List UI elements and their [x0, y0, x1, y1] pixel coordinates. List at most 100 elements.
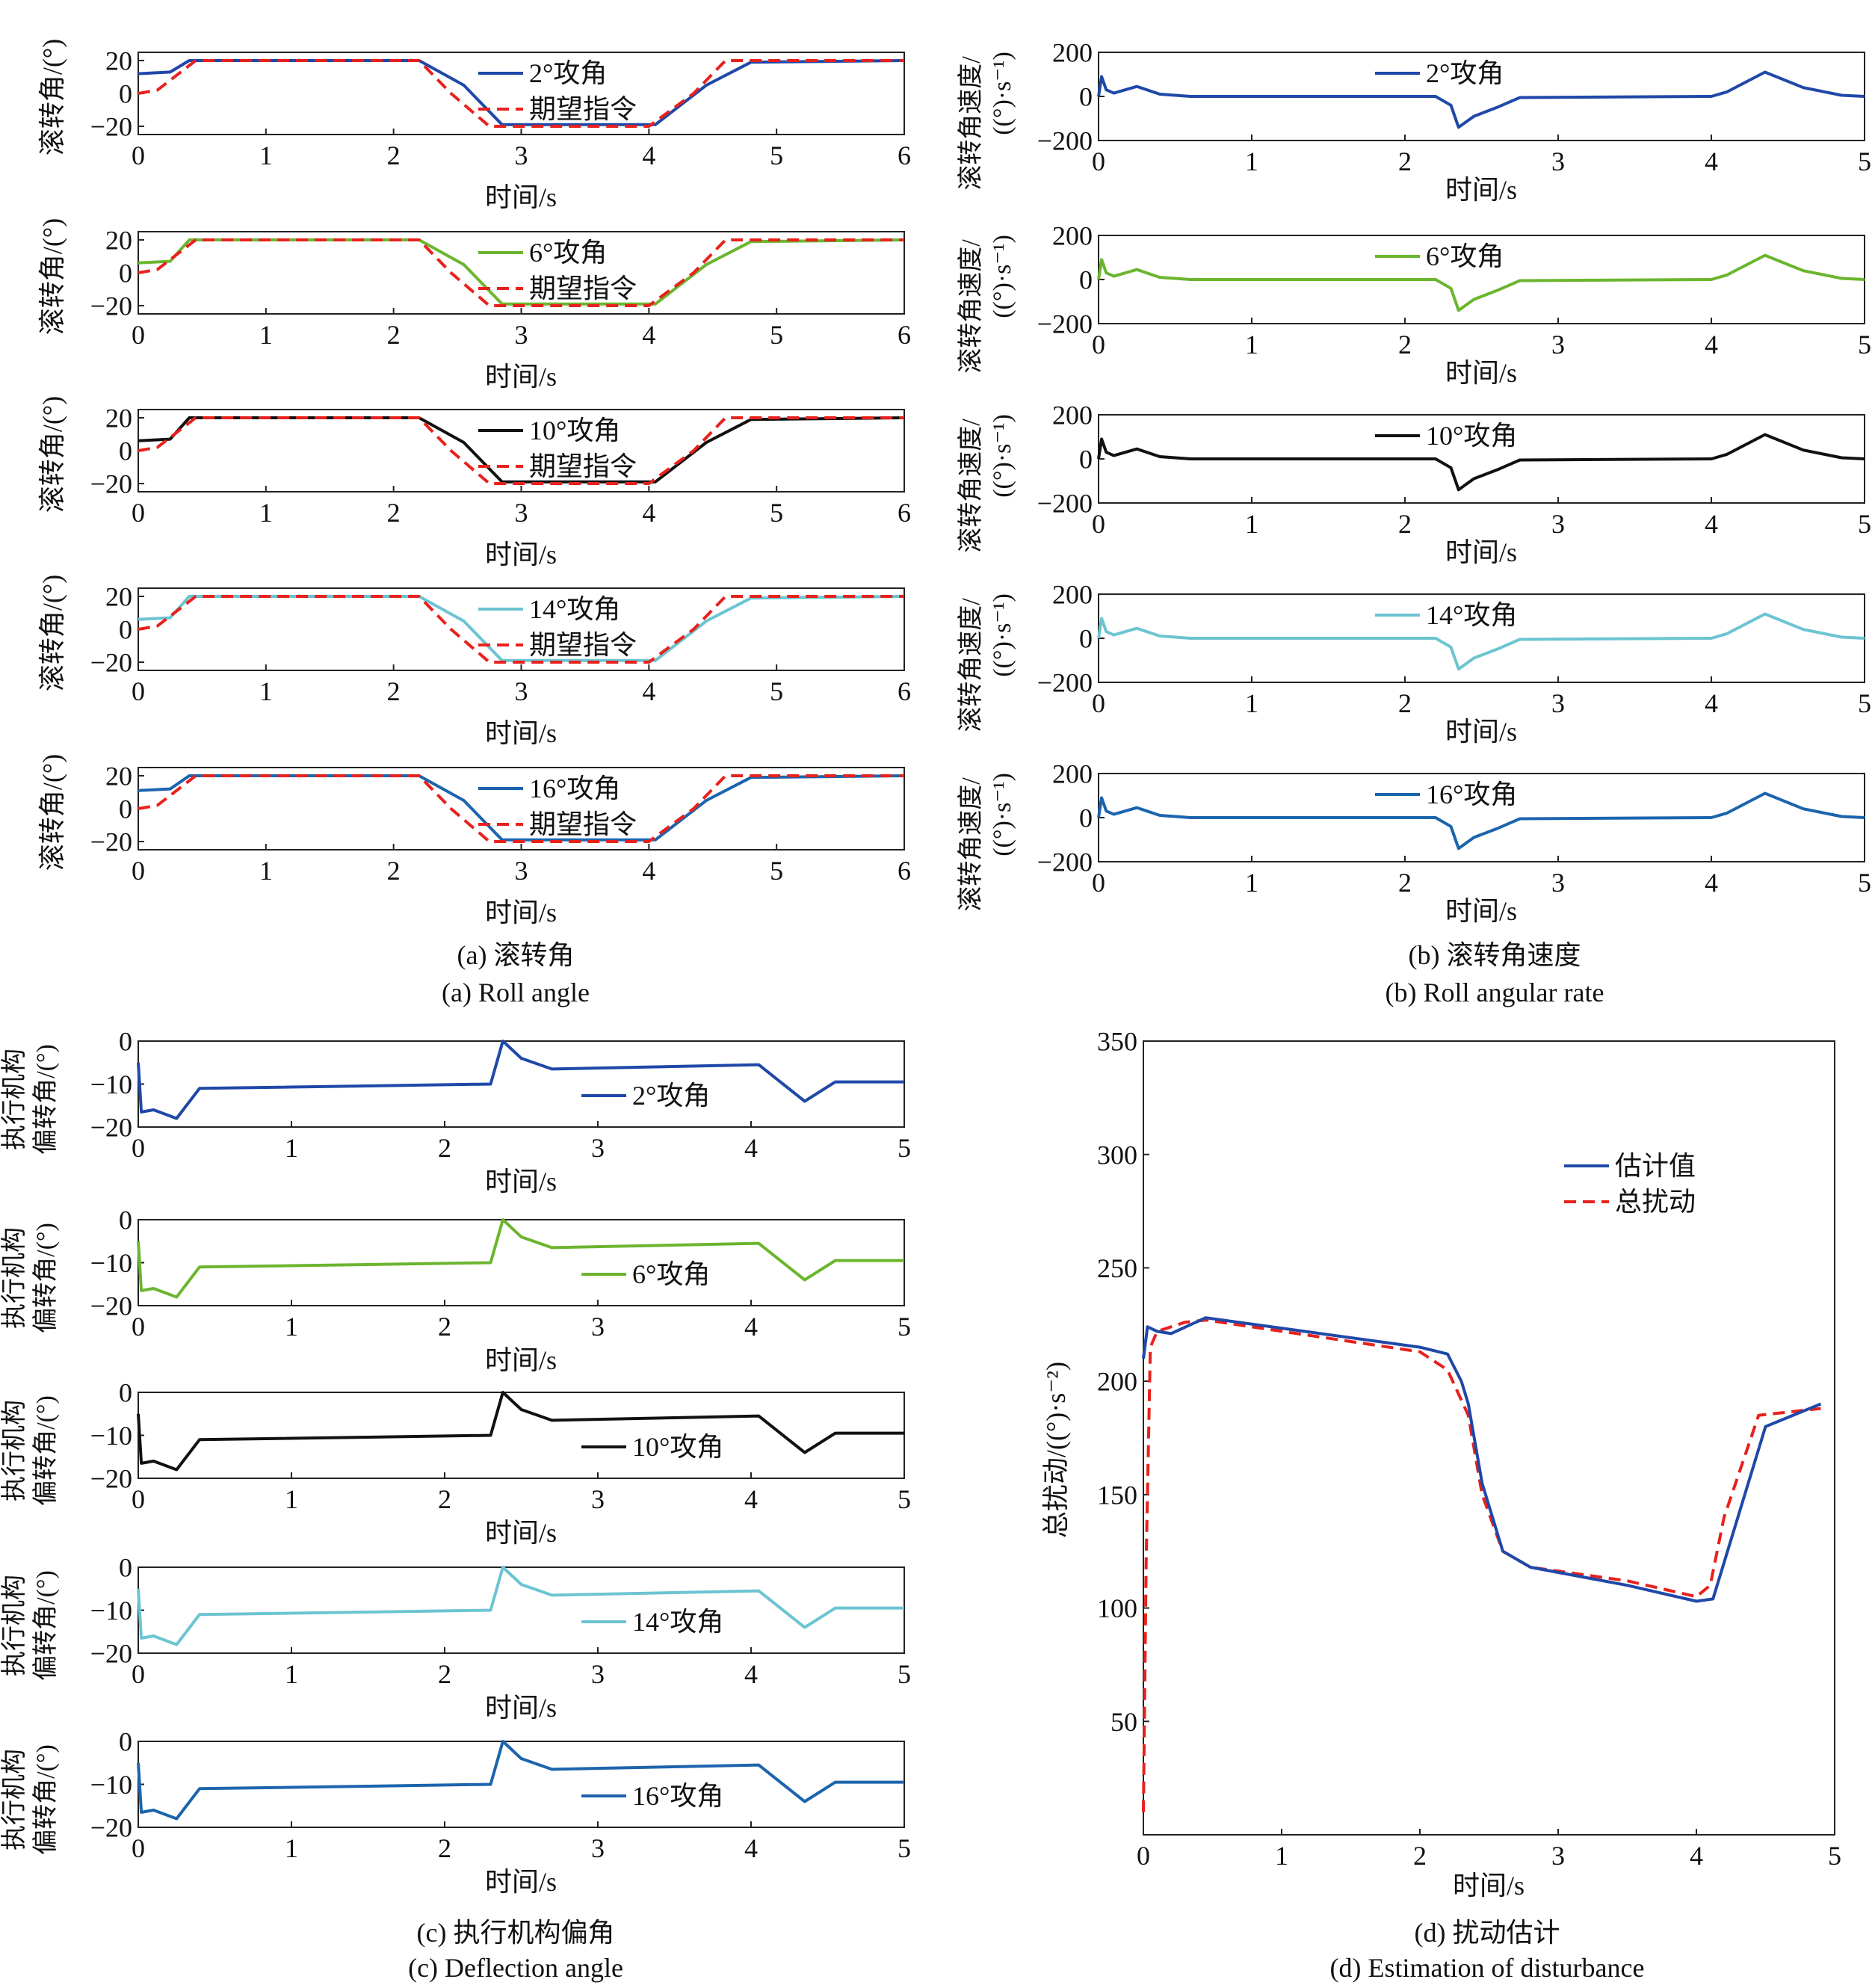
x-tick-label: 2	[1413, 1841, 1427, 1871]
command-line	[138, 416, 904, 485]
y-tick-label: 0	[1079, 265, 1093, 295]
y-tick-label: −200	[1037, 126, 1093, 156]
legend-aoa-label: 16°攻角	[1426, 780, 1517, 809]
x-tick-label: 5	[770, 320, 783, 350]
x-tick-label: 3	[591, 1659, 605, 1689]
x-tick-label: 5	[770, 141, 783, 170]
y-tick-label: −20	[90, 648, 132, 678]
y-axis-label: 滚转角/(°)	[37, 754, 67, 871]
x-tick-label: 2	[438, 1312, 451, 1342]
x-tick-label: 6	[898, 676, 911, 706]
legend-cmd-label: 期望指令	[529, 94, 637, 124]
y-tick-label: 200	[1052, 401, 1093, 430]
command-line	[138, 595, 904, 664]
caption-b-en: (b) Roll angular rate	[1386, 978, 1604, 1007]
x-tick-label: 3	[1551, 146, 1565, 176]
x-tick-label: 1	[259, 676, 273, 706]
x-axis-label: 时间/s	[485, 362, 557, 392]
x-tick-label: 4	[1705, 509, 1718, 539]
caption-a-en: (a) Roll angle	[442, 978, 590, 1007]
y-axis-label-1: 执行机构	[0, 1049, 28, 1150]
y-tick-label: 0	[119, 1027, 132, 1057]
y-tick-label: 20	[105, 46, 132, 76]
x-tick-label: 2	[1398, 330, 1412, 359]
y-axis-label: 滚转角/(°)	[37, 218, 67, 335]
legend-cmd-label: 期望指令	[529, 630, 637, 660]
x-tick-label: 5	[770, 676, 783, 706]
y-axis-label-2: 偏转角/(°)	[31, 1744, 60, 1855]
y-tick-label: −20	[90, 1464, 132, 1494]
x-tick-label: 0	[132, 498, 145, 528]
plot-frame	[138, 587, 905, 671]
x-tick-label: 5	[770, 498, 783, 528]
x-tick-label: 4	[744, 1133, 758, 1163]
command-line	[138, 774, 904, 843]
legend-aoa-label: 6°攻角	[632, 1259, 710, 1289]
legend-cmd-label: 期望指令	[529, 809, 637, 839]
y-axis-label-1: 滚转角速度/	[957, 56, 985, 191]
y-tick-label: 0	[1079, 624, 1093, 654]
x-tick-label: 3	[1551, 330, 1565, 359]
command-line	[138, 238, 904, 307]
y-tick-label: 200	[1097, 1367, 1137, 1397]
plot-frame	[138, 1741, 905, 1828]
y-axis-label-2: 偏转角/(°)	[31, 1395, 60, 1506]
x-tick-label: 1	[1245, 146, 1258, 176]
x-tick-label: 4	[744, 1833, 758, 1863]
plot-frame	[138, 1219, 905, 1306]
x-tick-label: 1	[259, 856, 273, 886]
x-tick-label: 0	[132, 1659, 145, 1689]
legend-aoa-label: 2°攻角	[632, 1081, 710, 1111]
caption-b-cn: (b) 滚转角速度	[1409, 940, 1581, 970]
plot-frame	[138, 1392, 905, 1479]
y-tick-label: −10	[90, 1421, 132, 1451]
x-tick-label: 4	[1705, 688, 1718, 718]
x-axis-label: 时间/s	[485, 1867, 557, 1897]
x-tick-label: 3	[1551, 868, 1565, 898]
x-tick-label: 1	[285, 1484, 298, 1514]
x-tick-label: 3	[515, 676, 528, 706]
y-axis-label: 滚转角/(°)	[37, 396, 67, 513]
x-tick-label: 5	[1858, 330, 1871, 359]
x-tick-label: 3	[515, 141, 528, 170]
x-tick-label: 0	[1137, 1841, 1150, 1871]
roll-rate-line	[1097, 433, 1865, 492]
x-axis-label: 时间/s	[1445, 358, 1517, 388]
y-tick-label: 100	[1097, 1593, 1137, 1623]
x-tick-label: 6	[898, 856, 911, 886]
x-tick-label: 0	[132, 141, 145, 170]
x-tick-label: 5	[898, 1659, 911, 1689]
y-tick-label: −200	[1037, 489, 1093, 519]
command-line	[138, 59, 904, 128]
x-tick-label: 6	[898, 320, 911, 350]
x-tick-label: 3	[591, 1312, 605, 1342]
caption-c-cn: (c) 执行机构偏角	[417, 1918, 615, 1948]
legend-estimate-label: 估计值	[1615, 1151, 1696, 1181]
plot-frame	[138, 1566, 905, 1654]
roll-rate-line	[1097, 612, 1865, 671]
y-tick-label: −20	[90, 1813, 132, 1843]
y-axis-label-1: 执行机构	[0, 1227, 28, 1329]
x-tick-label: 3	[591, 1484, 605, 1514]
y-tick-label: 350	[1097, 1027, 1137, 1057]
x-tick-label: 4	[744, 1659, 758, 1689]
caption-a-cn: (a) 滚转角	[457, 940, 575, 970]
legend-total-label: 总扰动	[1615, 1187, 1696, 1217]
x-tick-label: 5	[898, 1833, 911, 1863]
x-tick-label: 1	[259, 498, 273, 528]
roll-angle-line	[138, 238, 905, 306]
x-tick-label: 5	[1828, 1841, 1841, 1871]
y-axis-label: 滚转角/(°)	[37, 39, 67, 155]
x-tick-label: 4	[642, 141, 655, 170]
y-tick-label: −10	[90, 1770, 132, 1800]
x-tick-label: 5	[1858, 146, 1871, 176]
x-tick-label: 6	[898, 141, 911, 170]
x-axis-label: 时间/s	[485, 1518, 557, 1548]
